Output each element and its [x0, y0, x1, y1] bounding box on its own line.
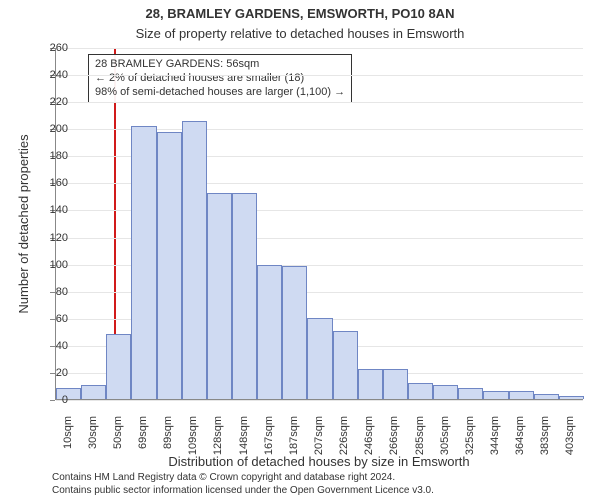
- xtick-label: 207sqm: [313, 416, 325, 476]
- xtick-label: 364sqm: [514, 416, 526, 476]
- histogram-bar: [81, 385, 106, 399]
- gridline: [56, 48, 583, 49]
- plot-area: 28 BRAMLEY GARDENS: 56sqm ← 2% of detach…: [55, 48, 583, 400]
- annotation-line-3: 98% of semi-detached houses are larger (…: [95, 86, 345, 100]
- histogram-bar: [157, 132, 182, 399]
- gridline: [56, 400, 583, 401]
- gridline: [56, 75, 583, 76]
- histogram-bar: [433, 385, 458, 399]
- xtick-label: 246sqm: [363, 416, 375, 476]
- xtick-label: 148sqm: [238, 416, 250, 476]
- ytick-label: 160: [28, 177, 68, 189]
- ytick-label: 240: [28, 69, 68, 81]
- ytick-label: 140: [28, 204, 68, 216]
- xtick-label: 89sqm: [162, 416, 174, 476]
- xtick-label: 128sqm: [212, 416, 224, 476]
- xtick-label: 167sqm: [263, 416, 275, 476]
- xtick-label: 305sqm: [439, 416, 451, 476]
- chart-container: 28, BRAMLEY GARDENS, EMSWORTH, PO10 8AN …: [0, 0, 600, 500]
- xtick-label: 69sqm: [137, 416, 149, 476]
- ytick-label: 40: [28, 340, 68, 352]
- ytick-label: 20: [28, 367, 68, 379]
- histogram-bar: [257, 265, 282, 399]
- ytick-label: 260: [28, 42, 68, 54]
- annotation-line-1: 28 BRAMLEY GARDENS: 56sqm: [95, 58, 345, 72]
- xtick-label: 50sqm: [112, 416, 124, 476]
- histogram-bar: [106, 334, 131, 399]
- xtick-label: 266sqm: [388, 416, 400, 476]
- xtick-label: 285sqm: [414, 416, 426, 476]
- histogram-bar: [282, 266, 307, 399]
- xtick-label: 383sqm: [539, 416, 551, 476]
- ytick-label: 80: [28, 286, 68, 298]
- ytick-label: 0: [28, 394, 68, 406]
- xtick-label: 30sqm: [87, 416, 99, 476]
- annotation-line-2: ← 2% of detached houses are smaller (18): [95, 72, 345, 86]
- histogram-bar: [207, 193, 232, 399]
- histogram-bar: [182, 121, 207, 399]
- ytick-label: 100: [28, 259, 68, 271]
- histogram-bar: [131, 126, 156, 399]
- histogram-bar: [483, 391, 508, 399]
- histogram-bar: [408, 383, 433, 399]
- ytick-label: 200: [28, 123, 68, 135]
- histogram-bar: [458, 388, 483, 399]
- chart-subtitle: Size of property relative to detached ho…: [0, 26, 600, 41]
- gridline: [56, 102, 583, 103]
- histogram-bar: [559, 396, 584, 399]
- histogram-bar: [358, 369, 383, 399]
- footer-line-2: Contains public sector information licen…: [52, 485, 434, 496]
- ytick-label: 180: [28, 150, 68, 162]
- histogram-bar: [509, 391, 534, 399]
- xtick-label: 10sqm: [62, 416, 74, 476]
- ytick-label: 220: [28, 96, 68, 108]
- chart-title-address: 28, BRAMLEY GARDENS, EMSWORTH, PO10 8AN: [0, 6, 600, 21]
- ytick-label: 120: [28, 232, 68, 244]
- xtick-label: 325sqm: [464, 416, 476, 476]
- histogram-bar: [232, 193, 257, 399]
- histogram-bar: [383, 369, 408, 399]
- xtick-label: 187sqm: [288, 416, 300, 476]
- annotation-box: 28 BRAMLEY GARDENS: 56sqm ← 2% of detach…: [88, 54, 352, 103]
- xtick-label: 344sqm: [489, 416, 501, 476]
- xtick-label: 403sqm: [564, 416, 576, 476]
- xtick-label: 226sqm: [338, 416, 350, 476]
- xtick-label: 109sqm: [187, 416, 199, 476]
- ytick-label: 60: [28, 313, 68, 325]
- histogram-bar: [333, 331, 358, 399]
- histogram-bar: [534, 394, 559, 399]
- histogram-bar: [307, 318, 332, 399]
